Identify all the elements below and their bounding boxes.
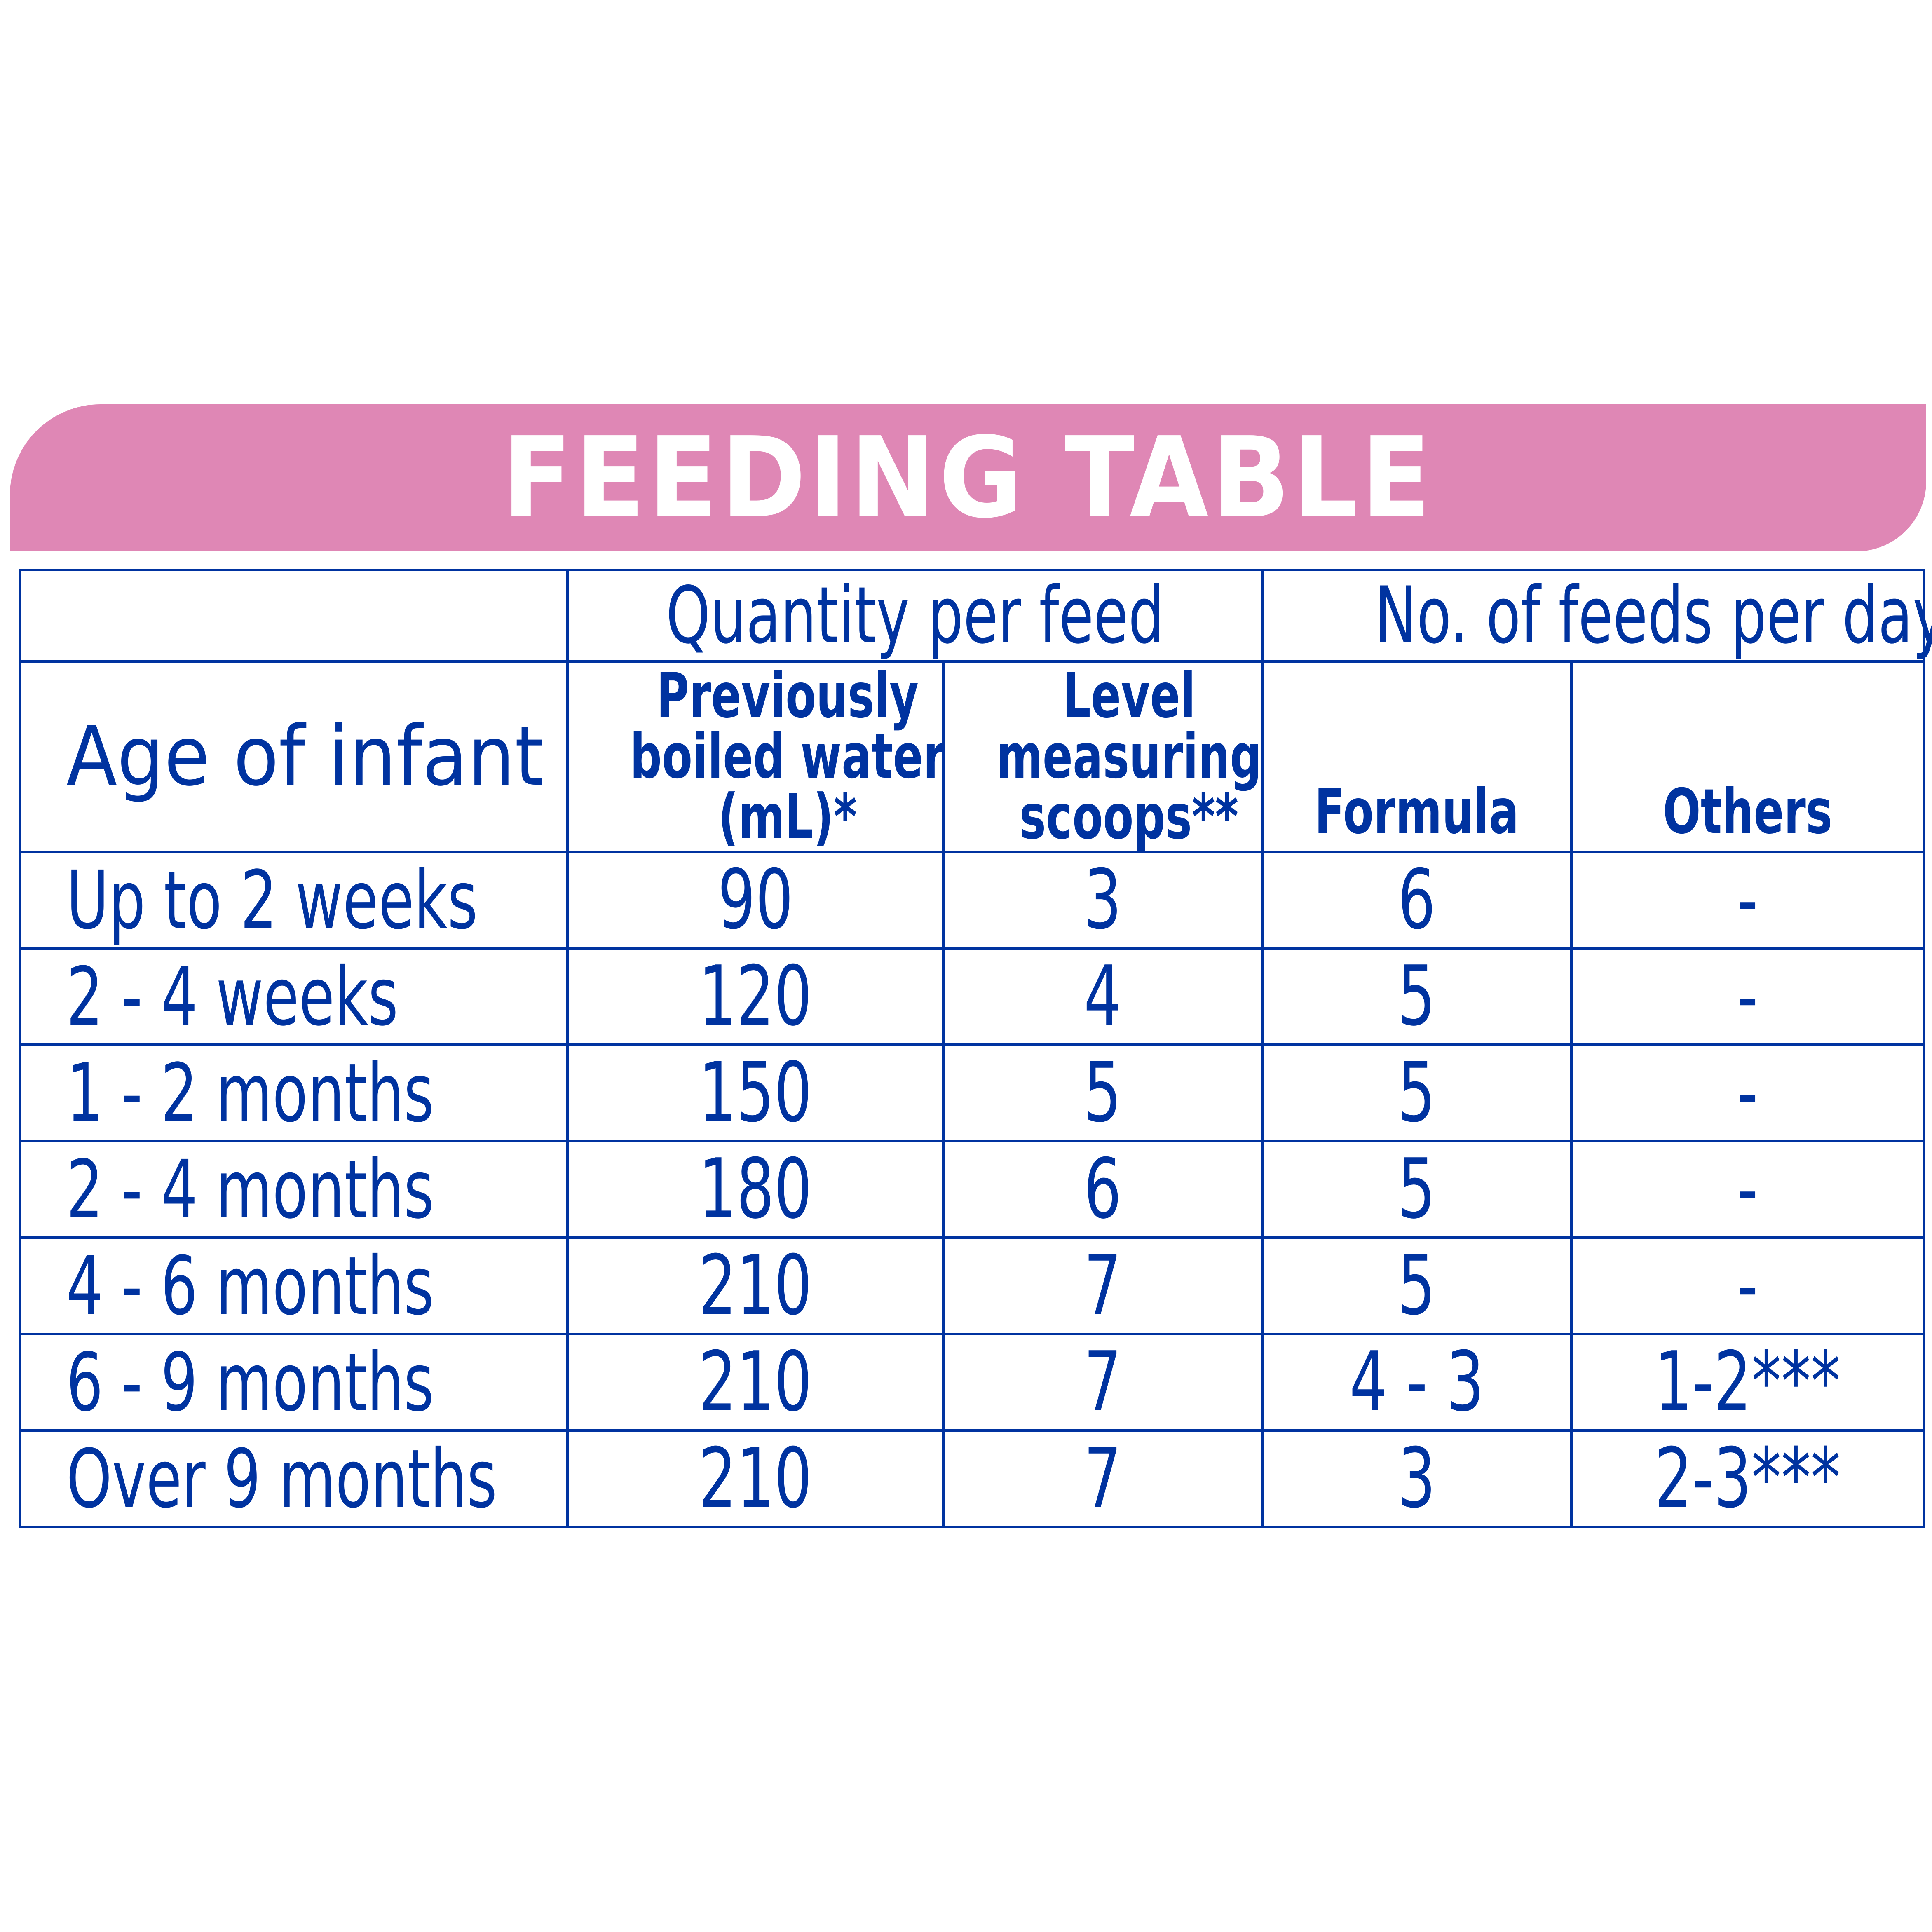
header-formula-text: Formula bbox=[1314, 776, 1519, 848]
table-row: 6 - 9 months 210 7 4 - 3 1-2*** bbox=[19, 1333, 1925, 1432]
title-banner: FEEDING TABLE bbox=[10, 404, 1926, 551]
table-row: 2 - 4 months 180 6 5 - bbox=[19, 1140, 1925, 1239]
header-age: Age of infant bbox=[19, 660, 569, 853]
group-header-feeds-text: No. of feeds per day bbox=[1374, 570, 1932, 661]
cell-water: 150 bbox=[566, 1043, 945, 1142]
cell-age: Up to 2 weeks bbox=[19, 851, 569, 950]
feeding-table: Quantity per feed No. of feeds per day A… bbox=[19, 569, 1932, 1528]
cell-scoops-text: 7 bbox=[1084, 1238, 1122, 1334]
cell-age-text: 2 - 4 months bbox=[66, 1142, 434, 1236]
cell-formula: 4 - 3 bbox=[1261, 1333, 1573, 1432]
cell-others-text: - bbox=[1737, 852, 1758, 948]
cell-water-text: 210 bbox=[699, 1334, 812, 1430]
cell-scoops: 7 bbox=[942, 1429, 1264, 1528]
table-row: Up to 2 weeks 90 3 6 - bbox=[19, 851, 1925, 950]
cell-age: 6 - 9 months bbox=[19, 1333, 569, 1432]
cell-others-text: - bbox=[1737, 1141, 1758, 1237]
cell-others-text: 1-2*** bbox=[1654, 1334, 1841, 1430]
cell-scoops: 3 bbox=[942, 851, 1264, 950]
cell-others-text: 2-3*** bbox=[1654, 1430, 1841, 1526]
cell-scoops-text: 7 bbox=[1084, 1334, 1122, 1430]
cell-formula: 5 bbox=[1261, 1140, 1573, 1239]
cell-formula: 6 bbox=[1261, 851, 1573, 950]
cell-water: 210 bbox=[566, 1429, 945, 1528]
cell-age-text: Over 9 months bbox=[66, 1432, 497, 1526]
group-header-feeds: No. of feeds per day bbox=[1261, 569, 1932, 663]
header-age-text: Age of infant bbox=[66, 708, 544, 804]
cell-others: - bbox=[1570, 1043, 1925, 1142]
cell-water-text: 120 bbox=[699, 948, 812, 1044]
cell-scoops-text: 5 bbox=[1084, 1045, 1122, 1141]
cell-water-text: 90 bbox=[717, 852, 793, 948]
cell-water: 210 bbox=[566, 1236, 945, 1335]
cell-formula-text: 5 bbox=[1398, 1141, 1436, 1237]
cell-age-text: 4 - 6 months bbox=[66, 1239, 434, 1333]
cell-age-text: 1 - 2 months bbox=[66, 1046, 434, 1140]
cell-others-text: - bbox=[1737, 1045, 1758, 1141]
header-others-text: Others bbox=[1662, 776, 1833, 848]
group-header-quantity-text: Quantity per feed bbox=[666, 570, 1164, 661]
cell-age: 1 - 2 months bbox=[19, 1043, 569, 1142]
cell-others: - bbox=[1570, 851, 1925, 950]
cell-scoops: 5 bbox=[942, 1043, 1264, 1142]
cell-formula: 5 bbox=[1261, 947, 1573, 1046]
header-scoops-text: Level measuring scoops** bbox=[996, 660, 1262, 853]
cell-others: - bbox=[1570, 947, 1925, 1046]
group-header-row: Quantity per feed No. of feeds per day bbox=[19, 569, 1932, 663]
table-row: 4 - 6 months 210 7 5 - bbox=[19, 1236, 1925, 1335]
cell-age: Over 9 months bbox=[19, 1429, 569, 1528]
cell-formula: 5 bbox=[1261, 1043, 1573, 1142]
cell-water-text: 150 bbox=[699, 1045, 812, 1141]
cell-formula-text: 3 bbox=[1398, 1430, 1436, 1526]
group-header-quantity: Quantity per feed bbox=[566, 569, 1264, 663]
cell-scoops: 7 bbox=[942, 1333, 1264, 1432]
cell-age: 2 - 4 months bbox=[19, 1140, 569, 1239]
cell-water-text: 210 bbox=[699, 1430, 812, 1526]
cell-formula: 3 bbox=[1261, 1429, 1573, 1528]
cell-scoops: 6 bbox=[942, 1140, 1264, 1239]
cell-formula: 5 bbox=[1261, 1236, 1573, 1335]
cell-scoops: 4 bbox=[942, 947, 1264, 1046]
cell-formula-text: 6 bbox=[1398, 852, 1436, 948]
cell-age-text: 6 - 9 months bbox=[66, 1335, 434, 1429]
page-title: FEEDING TABLE bbox=[502, 413, 1434, 543]
cell-scoops-text: 6 bbox=[1084, 1141, 1122, 1237]
header-water: Previously boiled water (mL)* bbox=[566, 660, 945, 853]
cell-others-text: - bbox=[1737, 1238, 1758, 1334]
cell-scoops: 7 bbox=[942, 1236, 1264, 1335]
cell-formula-text: 4 - 3 bbox=[1349, 1334, 1484, 1430]
cell-water: 210 bbox=[566, 1333, 945, 1432]
cell-others: 2-3*** bbox=[1570, 1429, 1925, 1528]
cell-formula-text: 5 bbox=[1398, 948, 1436, 1044]
header-scoops: Level measuring scoops** bbox=[942, 660, 1264, 853]
cell-water-text: 180 bbox=[699, 1141, 812, 1237]
cell-age-text: Up to 2 weeks bbox=[66, 853, 478, 947]
cell-others: 1-2*** bbox=[1570, 1333, 1925, 1432]
cell-water: 90 bbox=[566, 851, 945, 950]
cell-others: - bbox=[1570, 1140, 1925, 1239]
table-row: 1 - 2 months 150 5 5 - bbox=[19, 1043, 1925, 1142]
cell-scoops-text: 3 bbox=[1084, 852, 1122, 948]
header-formula: Formula bbox=[1261, 660, 1573, 853]
cell-water: 180 bbox=[566, 1140, 945, 1239]
cell-formula-text: 5 bbox=[1398, 1045, 1436, 1141]
cell-water: 120 bbox=[566, 947, 945, 1046]
cell-age: 4 - 6 months bbox=[19, 1236, 569, 1335]
column-header-row: Age of infant Previously boiled water (mL)… bbox=[19, 660, 1925, 853]
empty-cell bbox=[19, 569, 569, 663]
cell-water-text: 210 bbox=[699, 1238, 812, 1334]
cell-age-text: 2 - 4 weeks bbox=[66, 950, 399, 1043]
table-row: Over 9 months 210 7 3 2-3*** bbox=[19, 1429, 1925, 1528]
cell-age: 2 - 4 weeks bbox=[19, 947, 569, 1046]
cell-formula-text: 5 bbox=[1398, 1238, 1436, 1334]
cell-scoops-text: 4 bbox=[1084, 948, 1122, 1044]
header-water-text: Previously boiled water (mL)* bbox=[630, 660, 945, 853]
header-others: Others bbox=[1570, 660, 1925, 853]
cell-others-text: - bbox=[1737, 948, 1758, 1044]
cell-scoops-text: 7 bbox=[1084, 1430, 1122, 1526]
table-row: 2 - 4 weeks 120 4 5 - bbox=[19, 947, 1925, 1046]
cell-others: - bbox=[1570, 1236, 1925, 1335]
